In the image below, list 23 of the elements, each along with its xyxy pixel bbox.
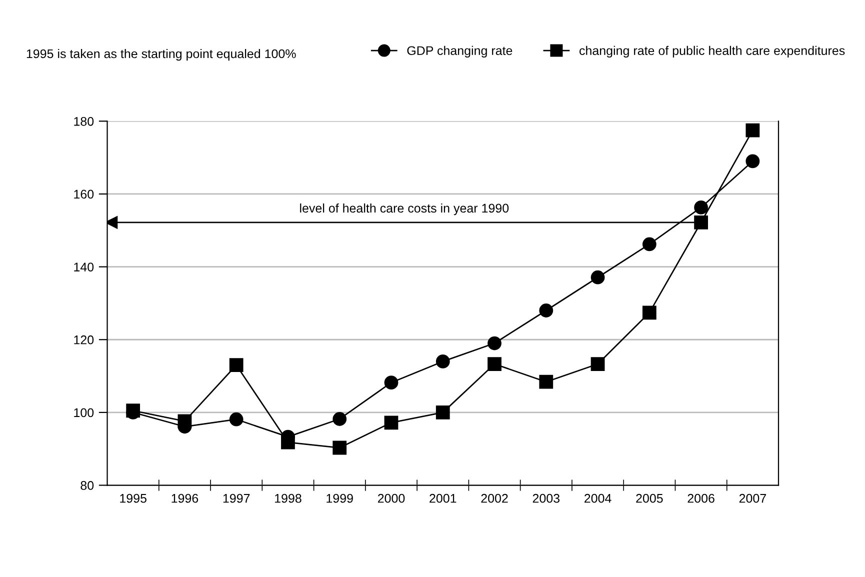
x-tick-label: 2006 bbox=[688, 494, 714, 503]
text: 1995 is taken as the starting point equaled 100% bbox=[26, 48, 296, 61]
legend-label: changing rate of public health care expenditures bbox=[580, 46, 845, 58]
x-tick-label: 2001 bbox=[430, 494, 456, 503]
y-tick-label: 100 bbox=[74, 408, 94, 418]
x-tick-label: 1998 bbox=[275, 494, 302, 503]
y-tick-label: 140 bbox=[74, 262, 94, 272]
y-tick-label: 80 bbox=[80, 481, 94, 490]
x-tick-label: 2004 bbox=[584, 494, 612, 503]
y-tick-label: 160 bbox=[74, 190, 94, 199]
x-tick-label: 1996 bbox=[172, 494, 198, 503]
x-tick-label: 1995 bbox=[120, 494, 146, 503]
x-tick-label: 2007 bbox=[739, 494, 766, 503]
x-tick-label: 1997 bbox=[223, 494, 250, 503]
ref-line-label: level of health care costs in year 1990 bbox=[300, 203, 509, 216]
x-tick-label: 1999 bbox=[326, 494, 353, 503]
x-tick-label: 2000 bbox=[378, 494, 405, 503]
legend-label: GDP changing rate bbox=[407, 46, 512, 58]
x-tick-label: 2003 bbox=[532, 494, 560, 503]
y-tick-label: 180 bbox=[74, 116, 94, 126]
y-tick-label: 120 bbox=[74, 335, 94, 344]
x-tick-label: 2002 bbox=[481, 494, 508, 503]
x-tick-label: 2005 bbox=[636, 494, 663, 503]
